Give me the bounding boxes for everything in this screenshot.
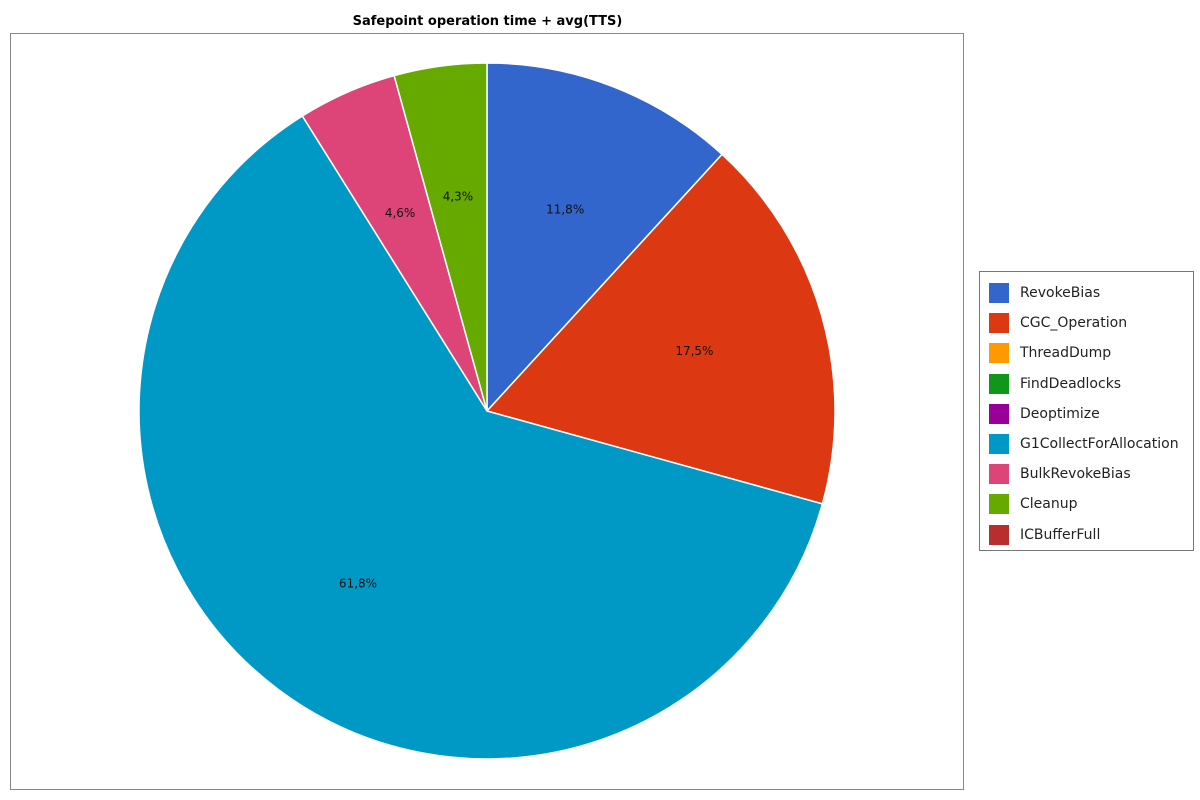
legend-swatch <box>989 434 1009 455</box>
legend-label: Deoptimize <box>1020 405 1100 422</box>
legend-swatch <box>989 464 1009 485</box>
legend-swatch <box>989 494 1009 515</box>
legend-label: CGC_Operation <box>1020 315 1128 332</box>
legend-label: ICBufferFull <box>1020 526 1101 543</box>
legend-item: G1CollectForAllocation <box>980 429 1193 459</box>
legend-swatch <box>989 313 1009 334</box>
legend-swatch <box>989 373 1009 394</box>
legend-item: Cleanup <box>980 489 1193 519</box>
legend-label: G1CollectForAllocation <box>1020 436 1179 453</box>
legend-item: Deoptimize <box>980 399 1193 429</box>
pie-slice-label: 11,8% <box>546 202 584 216</box>
legend-item: ICBufferFull <box>980 520 1193 550</box>
pie-slice-label: 4,3% <box>443 190 474 204</box>
legend-item: BulkRevokeBias <box>980 459 1193 489</box>
legend-item: CGC_Operation <box>980 308 1193 338</box>
legend-label: BulkRevokeBias <box>1020 466 1131 483</box>
pie-slice-label: 4,6% <box>385 206 416 220</box>
legend-label: FindDeadlocks <box>1020 375 1122 392</box>
legend-label: ThreadDump <box>1020 345 1112 362</box>
pie-slice-g1collectforallocation <box>138 114 824 760</box>
legend-swatch <box>989 343 1009 364</box>
legend-item: RevokeBias <box>980 278 1193 308</box>
pie-slice-label: 17,5% <box>675 344 713 358</box>
legend-item: ThreadDump <box>980 338 1193 368</box>
pie-slice-label: 61,8% <box>339 576 377 590</box>
pie-slice-cgc-operation <box>485 153 836 505</box>
legend-swatch <box>989 283 1009 304</box>
legend-label: RevokeBias <box>1020 285 1101 302</box>
legend: RevokeBias CGC_Operation ThreadDump FindDea… <box>979 271 1194 551</box>
pie-slice-revokebias <box>486 62 724 413</box>
legend-swatch <box>989 524 1009 545</box>
legend-label: Cleanup <box>1020 496 1078 513</box>
legend-item: FindDeadlocks <box>980 369 1193 399</box>
legend-swatch <box>989 403 1009 424</box>
pie-slice-cleanup <box>393 62 488 412</box>
chart-title: Safepoint operation time + avg(TTS) <box>352 14 623 29</box>
